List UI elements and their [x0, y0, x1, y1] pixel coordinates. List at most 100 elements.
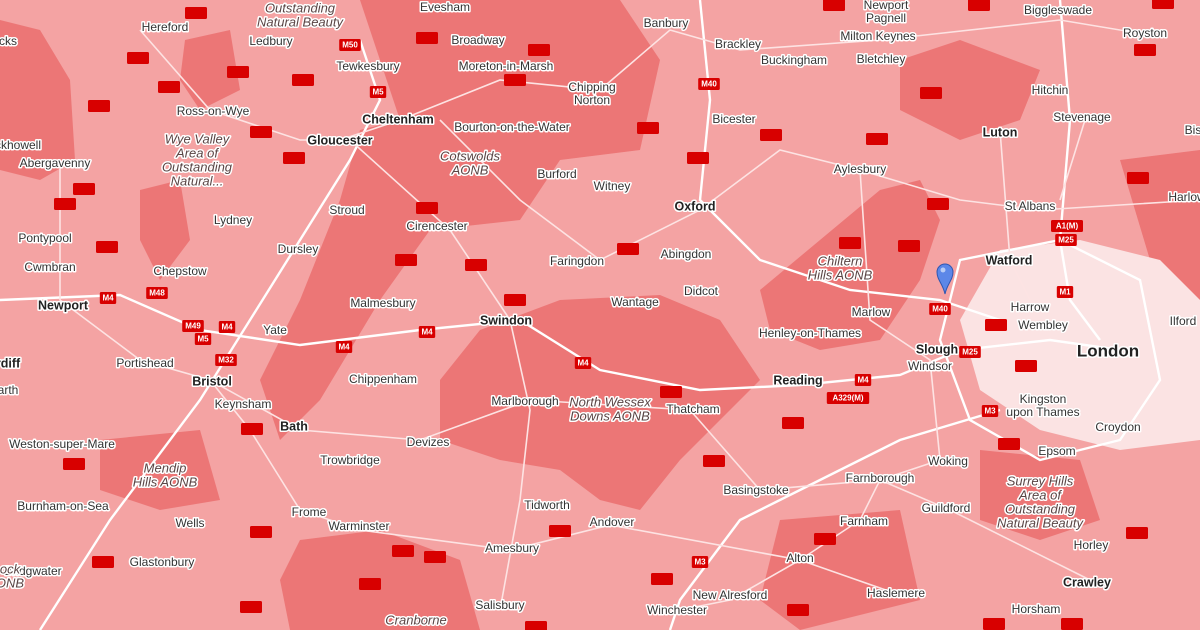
place-label: Wye Valley: [165, 131, 231, 146]
place-label: Stroud: [329, 203, 364, 217]
place-label: Moreton-in-Marsh: [459, 59, 554, 73]
road-shield: [1051, 220, 1083, 232]
road-shield: [760, 129, 782, 141]
place-label: Horsham: [1012, 602, 1061, 616]
place-label: Didcot: [684, 284, 719, 298]
place-label: Bis: [1185, 123, 1200, 137]
road-shield: [250, 526, 272, 538]
place-label: Andover: [590, 515, 635, 529]
place-label: Bletchley: [857, 52, 906, 66]
road-shield: [698, 78, 720, 90]
road-number: M32: [218, 356, 234, 365]
road-number: M4: [102, 294, 114, 303]
road-shield: [1152, 0, 1174, 9]
place-label: Natural Beauty: [257, 14, 344, 29]
pin-highlight: [940, 267, 946, 273]
road-shield: [1015, 360, 1037, 372]
road-shield: [194, 333, 212, 345]
place-label: Crawley: [1063, 575, 1111, 589]
road-shield: [215, 354, 237, 366]
place-label: Bath: [280, 419, 308, 433]
road-number: M4: [221, 323, 233, 332]
place-label: Area of: [1018, 487, 1062, 502]
motorway: [38, 39, 382, 630]
place-label: Portishead: [116, 356, 173, 370]
place-label: Cirencester: [406, 219, 467, 233]
place-label: Luton: [983, 125, 1018, 139]
road-shield: [182, 320, 204, 332]
place-label: Kingston: [1020, 392, 1067, 406]
place-label: Pagnell: [866, 11, 906, 25]
road-shield: [525, 621, 547, 630]
road-shield: [418, 326, 436, 338]
road-number: M40: [932, 305, 948, 314]
place-label: Hereford: [142, 20, 189, 34]
place-label: Milton Keynes: [840, 29, 915, 43]
road-shield: [854, 374, 872, 386]
road-number: M25: [962, 348, 978, 357]
road-shield: [983, 618, 1005, 630]
place-label: North Wessex: [569, 394, 651, 409]
place-label: Surrey Hills: [1007, 473, 1074, 488]
place-label: New Alresford: [693, 588, 768, 602]
place-label: Ilford: [1170, 314, 1197, 328]
place-label: Farnham: [840, 514, 888, 528]
location-pin: [936, 263, 954, 295]
place-label: Outstanding: [162, 159, 233, 174]
place-label: Newport: [38, 298, 89, 312]
road-shield: [651, 573, 673, 585]
place-label: Cwmbran: [24, 260, 75, 274]
hills: [760, 180, 940, 350]
place-label: Downs AONB: [570, 408, 650, 423]
road-number: M3: [984, 407, 996, 416]
place-label: Yate: [263, 323, 287, 337]
road-shield: [898, 240, 920, 252]
place-label: Wells: [175, 516, 204, 530]
place-label: Bicester: [712, 112, 755, 126]
road-number: A1(M): [1056, 222, 1079, 231]
hills: [440, 295, 760, 510]
road: [349, 139, 531, 611]
place-label: ONB: [0, 575, 24, 590]
place-label: cks: [0, 34, 17, 48]
place-label: Chipping: [568, 80, 615, 94]
motorway: [938, 238, 1162, 462]
place-label: Bristol: [192, 374, 232, 388]
road-shield: [416, 32, 438, 44]
road-shield: [424, 551, 446, 563]
place-label: Glastonbury: [130, 555, 195, 569]
place-label: Abergavenny: [20, 156, 91, 170]
place-label: Evesham: [420, 0, 470, 14]
place-label: AONB: [451, 162, 489, 177]
road-shield: [359, 578, 381, 590]
road-shield: [691, 556, 709, 568]
road-shield: [549, 525, 571, 537]
place-label: Ross-on-Wye: [177, 104, 250, 118]
place-label: Warminster: [329, 519, 390, 533]
place-label: Wantage: [611, 295, 659, 309]
place-label: Royston: [1123, 26, 1167, 40]
place-label: Hitchin: [1032, 83, 1069, 97]
place-label: Area of: [175, 145, 219, 160]
road-number: M4: [338, 343, 350, 352]
place-label: Swindon: [480, 313, 532, 327]
place-label: Croydon: [1095, 420, 1140, 434]
road-shield: [127, 52, 149, 64]
pin: [936, 263, 954, 295]
place-label: Mendip: [144, 460, 187, 475]
place-label: Dursley: [278, 242, 319, 256]
place-label: Buckingham: [761, 53, 827, 67]
hills: [900, 40, 1040, 140]
place-label: Natural Beauty: [997, 515, 1084, 530]
road-shield: [395, 254, 417, 266]
place-label: Broadway: [451, 33, 504, 47]
place-label: Lydney: [214, 213, 252, 227]
place-label: Ledbury: [249, 34, 292, 48]
place-label: Keynsham: [215, 397, 272, 411]
road-shield: [637, 122, 659, 134]
hills: [260, 0, 660, 440]
road-shield: [703, 455, 725, 467]
road-number: M4: [857, 376, 869, 385]
road-shield: [240, 601, 262, 613]
road-number: M5: [197, 335, 209, 344]
